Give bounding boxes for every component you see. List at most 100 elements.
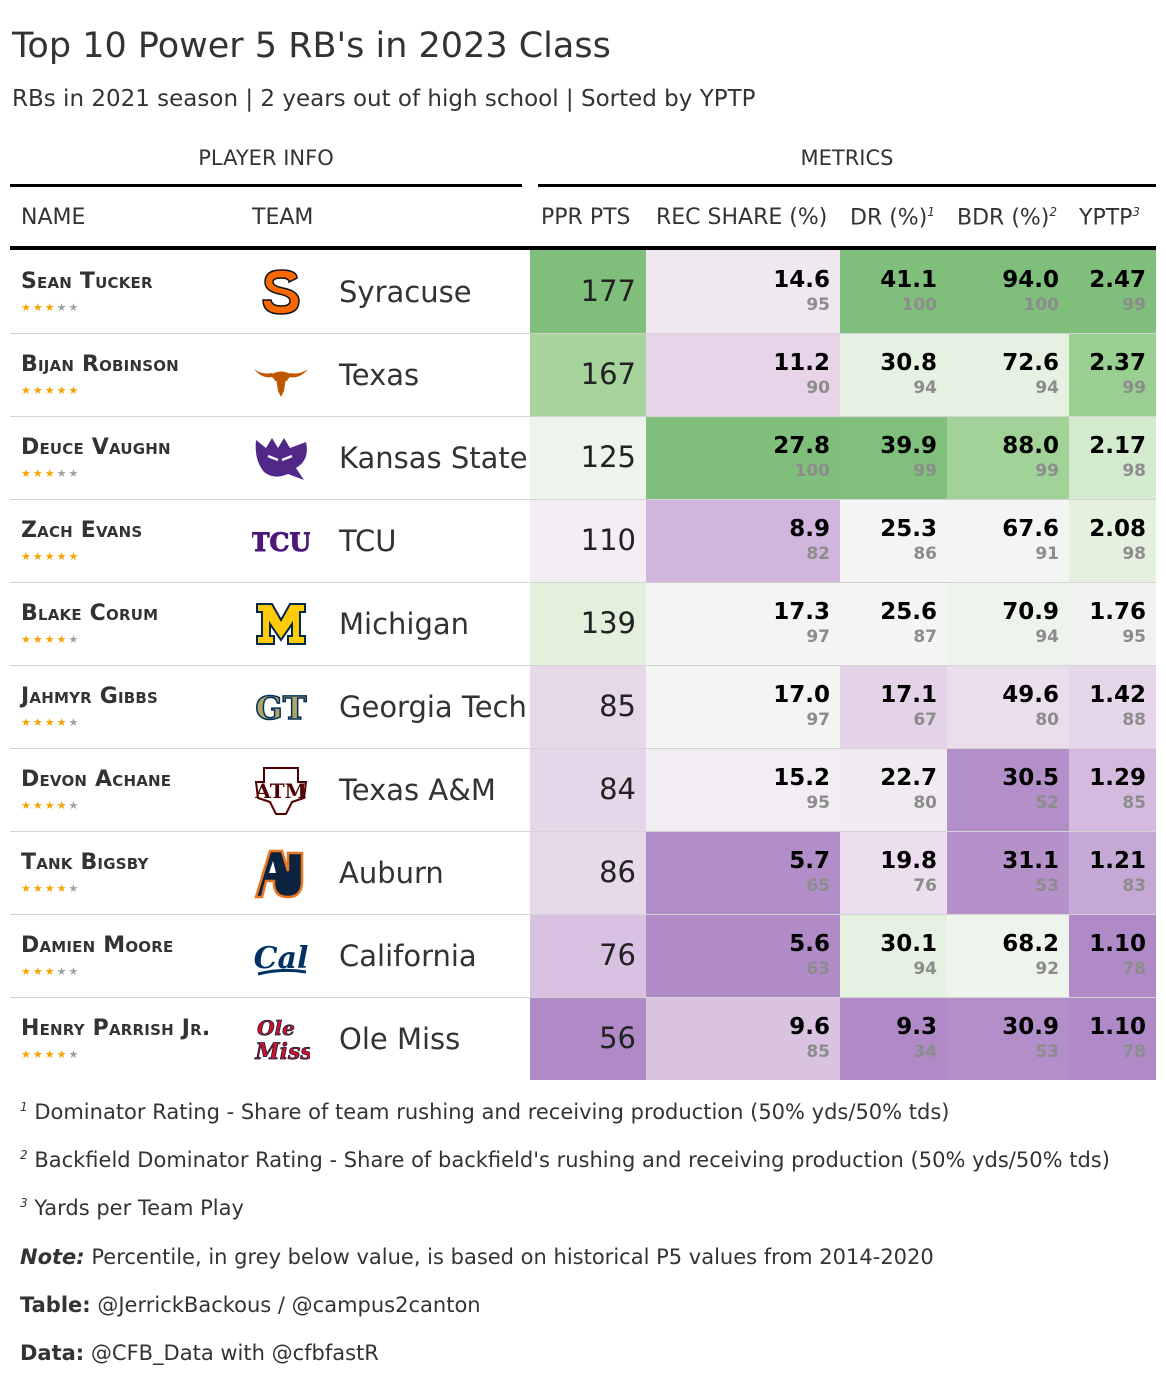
spanner-metrics-rule bbox=[538, 184, 1156, 187]
row-divider bbox=[10, 748, 1156, 749]
star-icon: ★ bbox=[21, 633, 33, 646]
bdr-percentile: 94 bbox=[1035, 378, 1059, 398]
cell-yptp: 1.21 83 bbox=[1069, 831, 1156, 914]
yptp-value: 1.29 bbox=[1089, 765, 1146, 791]
cell-dr: 41.1 100 bbox=[840, 250, 947, 333]
table-row: Tank Bigsby ★★★★★ Auburn 86 5.7 65 19.8 76 31.1 5… bbox=[10, 831, 1156, 914]
rec-percentile: 95 bbox=[806, 295, 830, 315]
star-icon: ★ bbox=[44, 467, 57, 480]
yptp-percentile: 83 bbox=[1122, 876, 1146, 896]
yptp-value: 1.10 bbox=[1089, 1014, 1146, 1040]
note-line: Note: Percentile, in grey below value, i… bbox=[20, 1245, 934, 1269]
cell-rec: 14.6 95 bbox=[646, 250, 840, 333]
spanner-player-info-rule bbox=[10, 184, 522, 187]
bdr-value: 68.2 bbox=[1002, 931, 1059, 957]
rec-value: 11.2 bbox=[773, 350, 830, 376]
rec-percentile: 95 bbox=[806, 793, 830, 813]
recruit-star-rating: ★★★★★ bbox=[21, 1048, 80, 1061]
team-name: Ole Miss bbox=[339, 1022, 461, 1056]
footnote-2-text: Backfield Dominator Rating - Share of ba… bbox=[34, 1148, 1110, 1172]
dr-value: 17.1 bbox=[880, 682, 937, 708]
player-name: Bijan Robinson bbox=[21, 352, 179, 377]
ppr-value: 56 bbox=[599, 1021, 636, 1055]
star-icon: ★ bbox=[68, 882, 81, 895]
star-icon: ★ bbox=[44, 882, 57, 895]
star-icon: ★ bbox=[68, 301, 81, 314]
yptp-percentile: 78 bbox=[1122, 959, 1146, 979]
player-name: Devon Achane bbox=[21, 767, 172, 792]
cell-dr: 9.3 34 bbox=[840, 997, 947, 1080]
bdr-value: 49.6 bbox=[1002, 682, 1059, 708]
team-name: Syracuse bbox=[339, 275, 472, 309]
cell-yptp: 1.29 85 bbox=[1069, 748, 1156, 831]
ppr-value: 84 bbox=[599, 772, 636, 806]
row-divider bbox=[10, 831, 1156, 832]
column-header-ppr: PPR PTS bbox=[541, 205, 631, 230]
team-name: TCU bbox=[339, 524, 397, 558]
cell-rec: 27.8 100 bbox=[646, 416, 840, 499]
cell-yptp: 1.10 78 bbox=[1069, 997, 1156, 1080]
footnote-marker-1: 1 bbox=[927, 205, 935, 219]
dr-percentile: 94 bbox=[913, 959, 937, 979]
footnote-1: 1 Dominator Rating - Share of team rushi… bbox=[20, 1100, 950, 1124]
table-row: Deuce Vaughn ★★★★★ Kansas State 125 27.8 100 3… bbox=[10, 416, 1156, 499]
ppr-value: 167 bbox=[580, 357, 636, 391]
yptp-value: 1.21 bbox=[1089, 848, 1146, 874]
note-label: Note: bbox=[20, 1245, 85, 1269]
rec-value: 9.6 bbox=[789, 1014, 830, 1040]
star-icon: ★ bbox=[32, 716, 45, 729]
cell-rec: 17.3 97 bbox=[646, 582, 840, 665]
note-text: Percentile, in grey below value, is base… bbox=[91, 1245, 934, 1269]
row-divider bbox=[10, 333, 1156, 334]
yptp-percentile: 98 bbox=[1122, 544, 1146, 564]
row-divider bbox=[10, 997, 1156, 998]
star-icon: ★ bbox=[44, 1048, 57, 1061]
cell-bdr: 30.9 53 bbox=[947, 997, 1069, 1080]
recruit-star-rating: ★★★★★ bbox=[21, 965, 80, 978]
team-name: Auburn bbox=[339, 856, 444, 890]
table-row: Blake Corum ★★★★★ Michigan 139 17.3 97 25.6 87 7… bbox=[10, 582, 1156, 665]
svg-text:TCU: TCU bbox=[252, 528, 310, 557]
star-icon: ★ bbox=[68, 965, 81, 978]
yptp-percentile: 95 bbox=[1122, 627, 1146, 647]
rec-percentile: 63 bbox=[806, 959, 830, 979]
star-icon: ★ bbox=[44, 716, 57, 729]
cell-bdr: 49.6 80 bbox=[947, 665, 1069, 748]
star-icon: ★ bbox=[56, 1048, 69, 1061]
table-row: Henry Parrish Jr. ★★★★★ Ole Miss Ole Miss 56 9… bbox=[10, 997, 1156, 1080]
georgia-tech-gt-logo: GT bbox=[252, 679, 310, 735]
team-name: Texas bbox=[339, 358, 420, 392]
table-credit: Table: @JerrickBackous / @campus2canton bbox=[20, 1293, 481, 1317]
cell-yptp: 1.42 88 bbox=[1069, 665, 1156, 748]
dr-value: 39.9 bbox=[880, 433, 937, 459]
yptp-percentile: 98 bbox=[1122, 461, 1146, 481]
row-divider bbox=[10, 582, 1156, 583]
team-name: Michigan bbox=[339, 607, 470, 641]
yptp-value: 2.37 bbox=[1089, 350, 1146, 376]
rec-value: 8.9 bbox=[789, 516, 830, 542]
star-icon: ★ bbox=[32, 384, 45, 397]
bdr-percentile: 92 bbox=[1035, 959, 1059, 979]
ppr-value: 139 bbox=[580, 606, 636, 640]
ppr-value: 76 bbox=[599, 938, 636, 972]
dr-value: 30.1 bbox=[880, 931, 937, 957]
table-credit-text: @JerrickBackous / @campus2canton bbox=[97, 1293, 481, 1317]
recruit-star-rating: ★★★★★ bbox=[21, 799, 80, 812]
recruit-star-rating: ★★★★★ bbox=[21, 633, 80, 646]
california-cal-logo: Cal bbox=[252, 928, 310, 984]
table-row: Damien Moore ★★★★★ Cal California 76 5.6 63 30.… bbox=[10, 914, 1156, 997]
star-icon: ★ bbox=[56, 965, 69, 978]
bdr-percentile: 53 bbox=[1035, 876, 1059, 896]
table-row: Bijan Robinson ★★★★★ Texas 167 11.2 90 30.8 94 7… bbox=[10, 333, 1156, 416]
star-icon: ★ bbox=[44, 550, 57, 563]
star-icon: ★ bbox=[32, 550, 45, 563]
rec-percentile: 85 bbox=[806, 1042, 830, 1062]
dr-value: 22.7 bbox=[880, 765, 937, 791]
dr-percentile: 99 bbox=[913, 461, 937, 481]
cell-rec: 5.7 65 bbox=[646, 831, 840, 914]
ppr-value: 177 bbox=[580, 274, 636, 308]
star-icon: ★ bbox=[21, 550, 33, 563]
star-icon: ★ bbox=[32, 799, 45, 812]
cell-rec: 8.9 82 bbox=[646, 499, 840, 582]
player-name: Damien Moore bbox=[21, 933, 174, 958]
